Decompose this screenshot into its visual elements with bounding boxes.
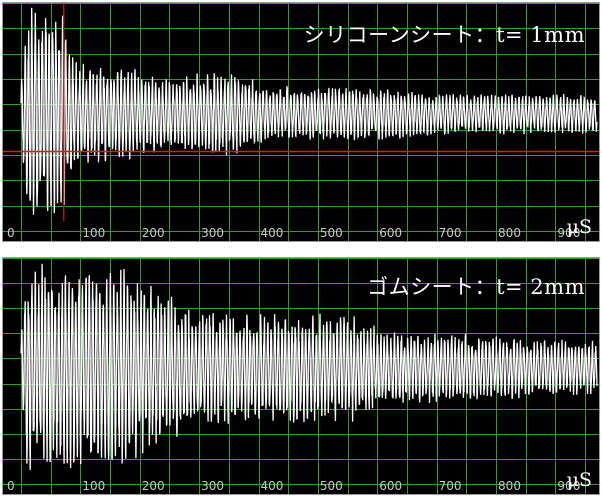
x-tick-label: 500 — [320, 479, 343, 493]
x-tick-label: 100 — [82, 226, 105, 240]
x-axis-unit: μS — [566, 469, 592, 491]
x-tick-label: 200 — [142, 226, 165, 240]
waveform-plot: 0 100 200 300 400 500 600 700 800 900 — [3, 258, 599, 494]
x-tick-label: 0 — [7, 479, 15, 493]
x-tick-label: 400 — [261, 226, 284, 240]
x-tick-label: 500 — [320, 226, 343, 240]
x-tick-label: 400 — [261, 479, 284, 493]
waveform-plot: 0 100 200 300 400 500 600 700 800 900 — [3, 3, 599, 241]
chart-title: ゴムシート：t= 2mm — [367, 275, 585, 299]
x-tick-label: 700 — [439, 479, 462, 493]
waveform-trace — [20, 7, 598, 215]
x-tick-label: 600 — [379, 479, 402, 493]
x-tick-label: 600 — [379, 226, 402, 240]
x-tick-label: 300 — [201, 479, 224, 493]
chart-title: シリコーンシート：t= 1mm — [303, 23, 585, 47]
x-axis-unit: μS — [566, 216, 592, 238]
waveform-panel-rubber: 0 100 200 300 400 500 600 700 800 900 ゴムシート：t= 2m… — [2, 257, 600, 495]
x-tick-label: 900 — [557, 479, 580, 493]
x-tick-label: 100 — [82, 479, 105, 493]
x-tick-label: 0 — [7, 226, 15, 240]
x-tick-label: 200 — [142, 479, 165, 493]
x-tick-label: 800 — [498, 226, 521, 240]
x-tick-label: 700 — [439, 226, 462, 240]
x-tick-label: 300 — [201, 226, 224, 240]
waveform-trace — [20, 263, 598, 470]
plot-frame: 0 100 200 300 400 500 600 700 800 900 ゴムシート：t= 2m… — [2, 257, 600, 495]
plot-frame: 0 100 200 300 400 500 600 700 800 900 シリコーンシート：t=… — [2, 2, 600, 242]
x-tick-label: 900 — [557, 226, 580, 240]
waveform-panel-silicone: 0 100 200 300 400 500 600 700 800 900 シリコーンシート：t=… — [2, 2, 600, 242]
x-tick-label: 800 — [498, 479, 521, 493]
